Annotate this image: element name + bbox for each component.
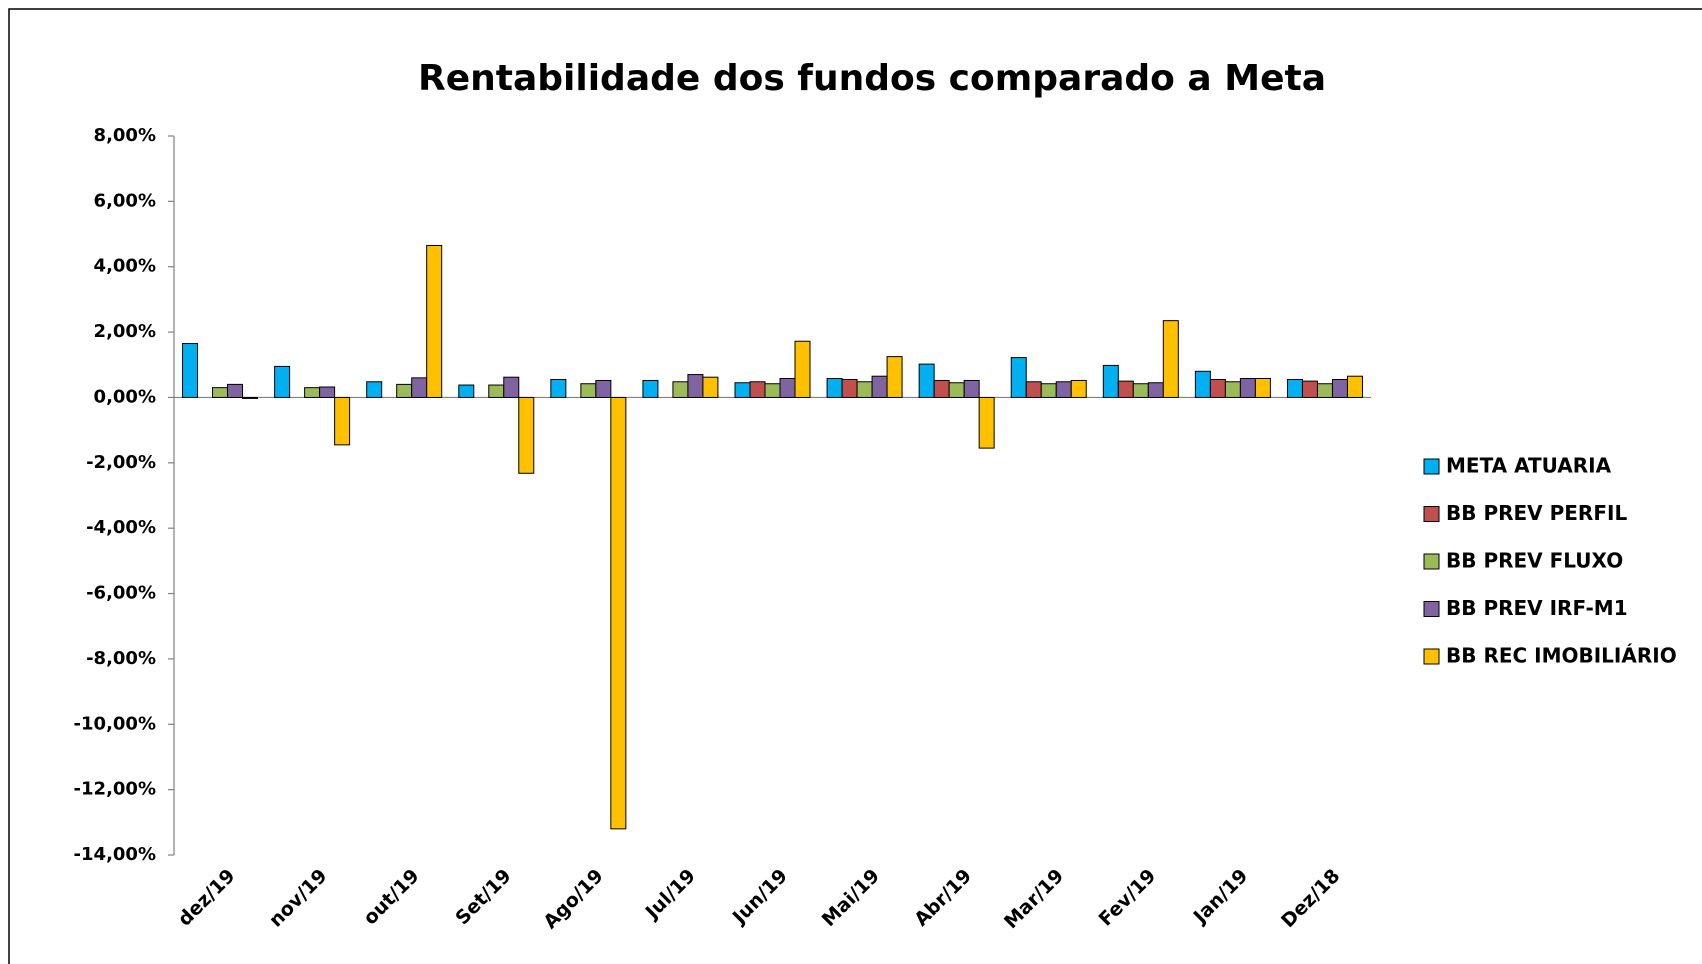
legend-label: BB PREV IRF-M1 [1446,596,1628,620]
bar [1117,380,1134,398]
y-tick-label: 6,00% [94,190,156,211]
legend-swatch [1423,553,1440,570]
bar [610,396,627,830]
bar [1254,377,1271,398]
bar [1132,383,1149,398]
bar [734,382,751,398]
bar [334,396,351,446]
bar [1055,381,1072,398]
bar [871,375,888,398]
bar [488,384,505,398]
bar [963,379,980,398]
bar [918,363,935,398]
bar [978,396,995,449]
y-tick-label: -8,00% [86,648,156,669]
y-tick-label: -14,00% [74,844,156,865]
bar [1239,377,1256,398]
bar [595,379,612,398]
bar [1331,378,1348,398]
legend-label: BB REC IMOBILIÁRIO [1446,644,1677,668]
chart-title: Rentabilidade dos fundos comparado a Met… [418,58,1326,99]
bar [396,383,413,398]
bar [1010,357,1027,398]
bar [687,374,704,398]
bar [1224,381,1241,398]
bar [826,377,843,398]
bar [886,356,903,398]
bar [242,396,259,399]
bar [550,378,567,398]
bar [1209,378,1226,398]
y-tick-label: -12,00% [74,779,156,800]
bar [794,340,811,398]
y-tick-label: -4,00% [86,517,156,538]
bar [411,377,428,398]
legend-swatch [1423,458,1440,475]
bar [1102,364,1119,398]
y-tick-label: 8,00% [94,125,156,146]
bar [212,387,229,398]
bar [779,377,796,398]
bar [764,383,781,398]
legend-swatch [1423,506,1440,522]
bar [1070,379,1087,398]
bar [1194,370,1211,398]
bar [580,383,597,398]
bar [1286,378,1303,398]
bar [1025,381,1042,398]
legend-swatch [1423,601,1440,617]
bar [1147,382,1164,398]
bar [702,376,719,398]
bar [948,382,965,398]
bar [1316,383,1333,398]
bar [1162,320,1179,398]
legend-label: BB PREV FLUXO [1446,549,1623,573]
bar [518,396,535,474]
legend-swatch [1423,648,1440,665]
bar [933,379,950,398]
bar [672,381,689,398]
y-tick-label: 4,00% [94,256,156,277]
chart-frame [8,8,1702,964]
bar [426,244,443,398]
bar [1040,383,1057,398]
legend-label: BB PREV PERFIL [1446,501,1627,525]
bar [319,386,336,398]
bar [841,378,858,398]
bar [304,387,321,398]
legend-label: META ATUARIA [1446,454,1612,478]
bar [1346,375,1363,398]
bar [274,365,291,398]
bar [182,343,199,398]
bar [642,379,659,398]
bar [856,381,873,398]
y-tick-label: 0,00% [94,386,156,407]
y-tick-label: 2,00% [94,321,156,342]
bar [366,381,383,398]
y-tick-label: -2,00% [86,452,156,473]
bar [503,376,520,398]
bar [458,384,475,398]
y-tick-label: -6,00% [86,583,156,604]
y-tick-label: -10,00% [74,713,156,734]
bar [749,381,766,398]
bar [227,383,244,398]
bar [1301,380,1318,398]
